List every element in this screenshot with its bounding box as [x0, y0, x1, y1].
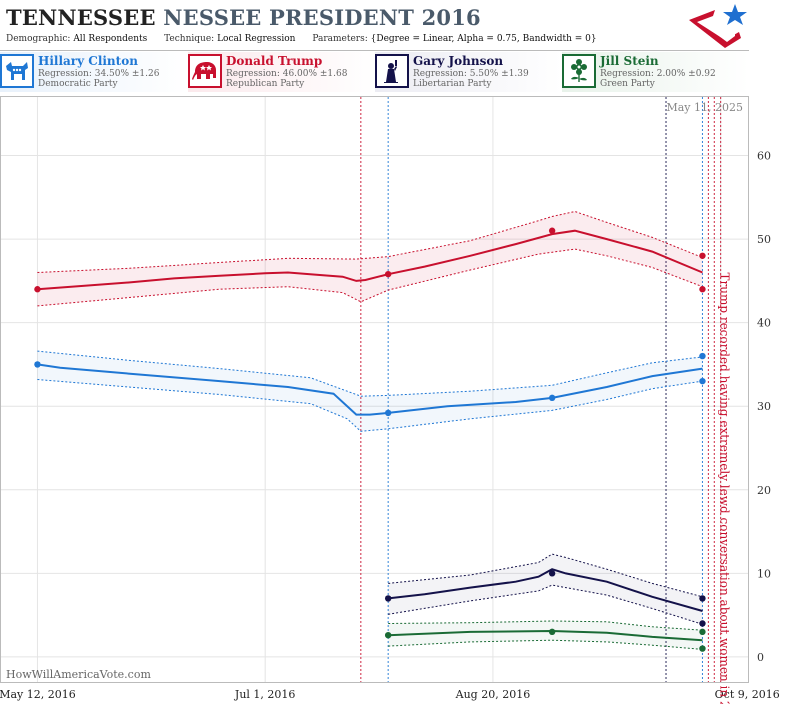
candidate-regression: Regression: 2.00% ±0.92	[600, 69, 716, 79]
upper-bound-line	[388, 553, 703, 598]
candidate-party: Libertarian Party	[413, 79, 492, 89]
candidate-regression: Regression: 34.50% ±1.26	[38, 69, 160, 79]
site-logo-icon	[689, 4, 747, 48]
upper-bound-line	[37, 350, 703, 397]
x-tick-label: May 12, 2016	[0, 688, 76, 701]
data-point	[34, 361, 41, 368]
series-points	[34, 227, 706, 652]
y-tick-label: 50	[757, 233, 771, 246]
param-value-demographic: All Respondents	[73, 34, 148, 44]
upper-bound-line	[388, 620, 703, 631]
candidate-name: Donald Trump	[226, 54, 323, 68]
data-point	[548, 227, 556, 234]
candidate-legend: Hillary Clinton Regression: 34.50% ±1.26…	[0, 52, 789, 94]
lower-bound-line	[388, 584, 703, 625]
series-line	[37, 229, 703, 291]
elephant-icon	[188, 54, 222, 88]
candidate-card-stein[interactable]: Jill Stein Regression: 2.00% ±0.92 Green…	[562, 52, 749, 92]
confidence-band	[37, 211, 703, 306]
data-point	[548, 570, 556, 577]
y-tick-label: 40	[757, 317, 771, 330]
x-tick-label: Jul 1, 2016	[234, 688, 296, 701]
lower-bound-line	[388, 639, 703, 650]
header: TENNESSEE NESSEE PRESIDENT 2016 Demograp…	[0, 0, 749, 51]
data-point	[384, 270, 392, 278]
candidate-name: Jill Stein	[600, 54, 659, 68]
param-key-parameters: Parameters:	[312, 34, 368, 44]
candidate-card-johnson[interactable]: Gary Johnson Regression: 5.50% ±1.39 Lib…	[375, 52, 562, 92]
candidate-regression: Regression: 5.50% ±1.39	[413, 69, 529, 79]
liberty-icon	[375, 54, 409, 88]
data-point	[699, 645, 706, 652]
candidate-name: Hillary Clinton	[38, 54, 138, 68]
data-point	[699, 252, 706, 259]
confidence-band	[388, 554, 703, 625]
series-line	[388, 629, 703, 642]
candidate-card-trump[interactable]: Donald Trump Regression: 46.00% ±1.68 Re…	[188, 52, 375, 92]
upper-bound-line	[37, 210, 703, 273]
data-point	[384, 595, 392, 602]
data-point	[34, 286, 41, 293]
data-point	[384, 409, 392, 417]
confidence-band	[388, 621, 703, 650]
site-watermark: HowWillAmericaVote.com	[6, 668, 151, 681]
series-line	[37, 363, 703, 416]
event-annotation: Trump recorded having extremely lewd con…	[717, 273, 731, 704]
data-point	[699, 620, 706, 627]
data-point	[384, 632, 392, 639]
series-line	[388, 568, 703, 612]
data-point	[548, 628, 556, 636]
lower-bound-line	[37, 248, 703, 307]
param-key-demographic: Demographic:	[6, 34, 71, 44]
param-value-technique: Local Regression	[217, 34, 296, 44]
data-point	[699, 377, 706, 385]
confidence-bands	[37, 210, 703, 650]
axis-labels: 0 10 20 30 40 50 60 May 12, 2016 Jul 1, 2016 Aug …	[0, 150, 780, 702]
data-point	[699, 628, 706, 636]
donkey-icon	[0, 54, 34, 88]
lower-bound-line	[37, 379, 703, 432]
title-race: NESSEE PRESIDENT 2016	[163, 5, 481, 30]
event-lines	[360, 97, 722, 682]
page-title: TENNESSEE NESSEE PRESIDENT 2016	[6, 5, 481, 30]
candidate-party: Green Party	[600, 79, 655, 89]
data-point	[699, 352, 706, 360]
data-point	[548, 394, 556, 402]
candidate-party: Republican Party	[226, 79, 305, 89]
x-tick-label: Aug 20, 2016	[455, 688, 531, 701]
x-tick-label: Oct 9, 2016	[715, 688, 780, 701]
data-point	[699, 286, 706, 293]
confidence-band	[37, 351, 703, 432]
flower-icon	[562, 54, 596, 88]
y-tick-label: 0	[757, 651, 764, 664]
y-tick-label: 20	[757, 484, 771, 497]
candidate-name: Gary Johnson	[413, 54, 504, 68]
date-stamp: May 11, 2025	[666, 101, 743, 114]
param-key-technique: Technique:	[164, 34, 215, 44]
data-point	[699, 595, 706, 602]
candidate-regression: Regression: 46.00% ±1.68	[226, 69, 348, 79]
plot-frame	[0, 96, 749, 683]
title-state: TENNESSEE	[6, 5, 156, 30]
y-tick-label: 10	[757, 567, 771, 580]
series-lines	[37, 229, 703, 642]
candidate-card-clinton[interactable]: Hillary Clinton Regression: 34.50% ±1.26…	[0, 52, 188, 92]
candidate-party: Democratic Party	[38, 79, 118, 89]
y-tick-label: 30	[757, 400, 771, 413]
parameters-bar: Demographic: All Respondents Technique: …	[6, 34, 611, 44]
param-value-parameters: {Degree = Linear, Alpha = 0.75, Bandwidt…	[370, 34, 597, 44]
y-tick-label: 60	[757, 150, 771, 163]
